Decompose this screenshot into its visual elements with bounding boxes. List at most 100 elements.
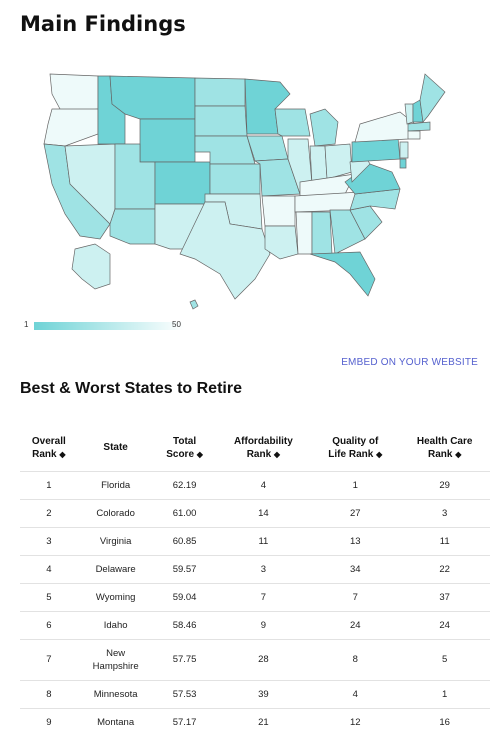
table-cell: 14 <box>215 499 312 528</box>
header-label: Overall <box>31 435 66 447</box>
state-wisconsin[interactable] <box>274 108 311 137</box>
table-cell: Colorado <box>77 499 154 528</box>
table-cell: 3 <box>399 499 490 528</box>
table-cell: Montana <box>77 708 154 736</box>
table-cell: 7 <box>20 639 78 681</box>
table-cell: 62.19 <box>153 471 216 500</box>
table-header-row: Overall Rank ◆ State Total Score ◆ Afforda… <box>20 425 490 472</box>
state-florida[interactable] <box>309 251 376 297</box>
table-cell: Idaho <box>77 611 154 640</box>
state-kansas[interactable] <box>209 163 261 195</box>
table-cell: Florida <box>77 471 154 500</box>
state-michigan[interactable] <box>309 108 339 147</box>
legend-max-label: 50 <box>172 320 181 329</box>
embed-link[interactable]: EMBED ON YOUR WEBSITE <box>341 357 478 368</box>
table-cell: Minnesota <box>77 680 154 709</box>
header-total-score[interactable]: Total Score ◆ <box>154 425 216 472</box>
sort-icon[interactable]: ◆ <box>376 450 383 459</box>
state-hawaii[interactable] <box>189 299 199 310</box>
map-legend: 1 50 <box>24 320 204 332</box>
table-row: 1 Florida 62.19 4 1 29 <box>20 471 490 500</box>
state-north-dakota[interactable] <box>194 77 246 107</box>
table-cell: 11 <box>399 527 490 556</box>
table-cell: 21 <box>215 708 312 736</box>
state-south-dakota[interactable] <box>194 105 248 137</box>
table-cell: Wyoming <box>77 583 154 612</box>
table-cell: 8 <box>20 680 78 709</box>
table-cell: 57.75 <box>153 639 216 681</box>
table-cell: 39 <box>215 680 312 709</box>
header-quality-rank[interactable]: Quality of Life Rank ◆ <box>311 425 399 472</box>
table-row: 8 Minnesota 57.53 39 4 1 <box>20 680 490 709</box>
header-label: Rank <box>246 449 272 460</box>
state-delaware[interactable] <box>399 158 407 169</box>
state-oregon[interactable] <box>43 108 99 147</box>
table-cell: 24 <box>311 611 400 640</box>
header-state[interactable]: State <box>78 425 154 472</box>
table-cell: 6 <box>20 611 78 640</box>
state-connecticut[interactable] <box>407 130 421 140</box>
sort-icon[interactable]: ◆ <box>196 450 203 459</box>
table-row: 9 Montana 57.17 21 12 16 <box>20 708 490 736</box>
header-overall-rank[interactable]: Overall Rank ◆ <box>20 425 78 472</box>
sort-icon[interactable]: ◆ <box>273 450 281 459</box>
table-cell: 11 <box>215 527 312 556</box>
table-row: 5 Wyoming 59.04 7 7 37 <box>20 583 490 612</box>
table-cell: 3 <box>20 527 78 556</box>
state-mississippi[interactable] <box>295 211 313 255</box>
state-nebraska[interactable] <box>194 135 256 165</box>
table-cell: 3 <box>215 555 312 584</box>
state-maine[interactable] <box>419 73 446 123</box>
table-cell: 8 <box>311 639 400 681</box>
sort-icon[interactable]: ◆ <box>455 450 462 459</box>
state-missouri[interactable] <box>253 158 301 197</box>
state-arizona[interactable] <box>109 208 156 245</box>
legend-gradient <box>34 322 184 330</box>
section-subtitle: Best & Worst States to Retire <box>20 380 242 397</box>
state-louisiana[interactable] <box>264 225 299 260</box>
state-montana[interactable] <box>109 75 196 120</box>
table-cell: New Hampshire <box>77 639 154 681</box>
header-label: Life Rank <box>328 449 374 460</box>
legend-min-label: 1 <box>24 320 29 329</box>
table-cell: 13 <box>311 527 400 556</box>
header-label: Rank <box>427 449 453 460</box>
state-alaska[interactable] <box>71 243 111 290</box>
state-new-jersey[interactable] <box>399 141 409 159</box>
table-cell: 57.53 <box>153 680 216 709</box>
header-label: Score <box>166 449 195 460</box>
state-massachusetts[interactable] <box>407 121 431 132</box>
state-wyoming[interactable] <box>139 118 196 163</box>
sort-icon[interactable]: ◆ <box>59 450 66 459</box>
table-cell: 60.85 <box>153 527 216 556</box>
table-row: 3 Virginia 60.85 11 13 11 <box>20 527 490 556</box>
table-cell: 57.17 <box>153 708 216 736</box>
table-row: 7 New Hampshire 57.75 28 8 5 <box>20 639 490 681</box>
state-washington[interactable] <box>49 73 99 113</box>
table-cell: 7 <box>215 583 312 612</box>
table-cell: 29 <box>399 471 490 500</box>
table-cell: 22 <box>399 555 490 584</box>
table-cell: 5 <box>20 583 78 612</box>
state-arkansas[interactable] <box>261 195 296 227</box>
state-ohio[interactable] <box>324 143 353 180</box>
table-cell: 61.00 <box>153 499 216 528</box>
table-cell: 1 <box>20 471 78 500</box>
state-colorado[interactable] <box>154 161 211 205</box>
table-cell: 59.57 <box>153 555 216 584</box>
table-row: 2 Colorado 61.00 14 27 3 <box>20 499 490 528</box>
table-cell: 1 <box>399 680 490 709</box>
us-choropleth-map[interactable] <box>20 64 480 324</box>
state-alabama[interactable] <box>311 211 333 255</box>
header-affordability-rank[interactable]: Affordability Rank ◆ <box>216 425 312 472</box>
table-cell: Delaware <box>77 555 154 584</box>
table-cell: 9 <box>20 708 78 736</box>
table-cell: 5 <box>399 639 490 681</box>
table-cell: 4 <box>20 555 78 584</box>
table-cell: 58.46 <box>153 611 216 640</box>
table-cell: 4 <box>215 471 312 500</box>
header-health-rank[interactable]: Health Care Rank ◆ <box>399 425 490 472</box>
table-cell: 4 <box>311 680 400 709</box>
state-texas[interactable] <box>179 201 271 300</box>
table-cell: Virginia <box>77 527 154 556</box>
